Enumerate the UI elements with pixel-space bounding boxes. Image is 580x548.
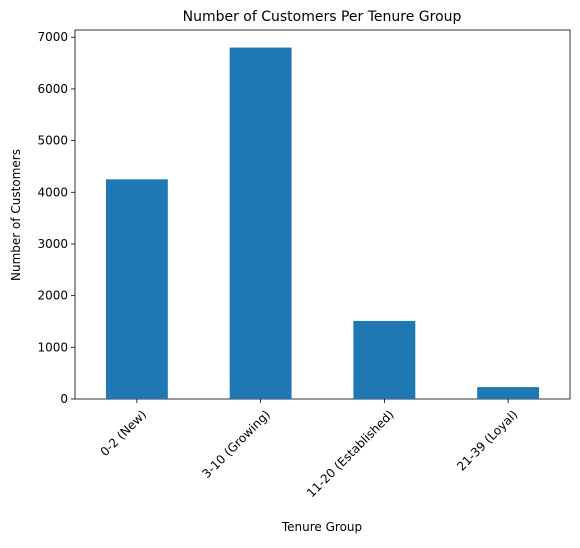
- bar-2: [353, 320, 416, 399]
- bar-3: [477, 387, 540, 399]
- x-tick-label-3: 21-39 (Loyal): [454, 407, 520, 473]
- x-axis: 0-2 (New) 3-10 (Growing) 11-20 (Establishe…: [98, 399, 520, 500]
- y-tick-label-4: 4000: [37, 185, 68, 199]
- x-tick-label-1: 3-10 (Growing): [199, 407, 273, 481]
- bar-1: [229, 47, 292, 399]
- x-axis-label: Tenure Group: [281, 520, 362, 534]
- chart-title: Number of Customers Per Tenure Group: [183, 9, 462, 25]
- x-tick-label-2: 11-20 (Established): [304, 407, 397, 500]
- plot-frame: [74, 29, 571, 400]
- bar-0: [105, 179, 168, 399]
- plot-area: [74, 29, 571, 400]
- y-axis-label: Number of Customers: [9, 149, 23, 281]
- bars-group: [105, 47, 540, 399]
- y-tick-label-3: 3000: [37, 237, 68, 251]
- y-axis: 0 1000 2000 3000 4000 5000 6000 7000: [37, 30, 75, 406]
- y-tick-label-2: 2000: [37, 289, 68, 303]
- y-tick-label-1: 1000: [37, 340, 68, 354]
- y-tick-label-6: 6000: [37, 82, 68, 96]
- y-tick-label-5: 5000: [37, 134, 68, 148]
- x-tick-label-0: 0-2 (New): [98, 407, 150, 459]
- y-tick-label-0: 0: [60, 392, 68, 406]
- y-tick-label-7: 7000: [37, 30, 68, 44]
